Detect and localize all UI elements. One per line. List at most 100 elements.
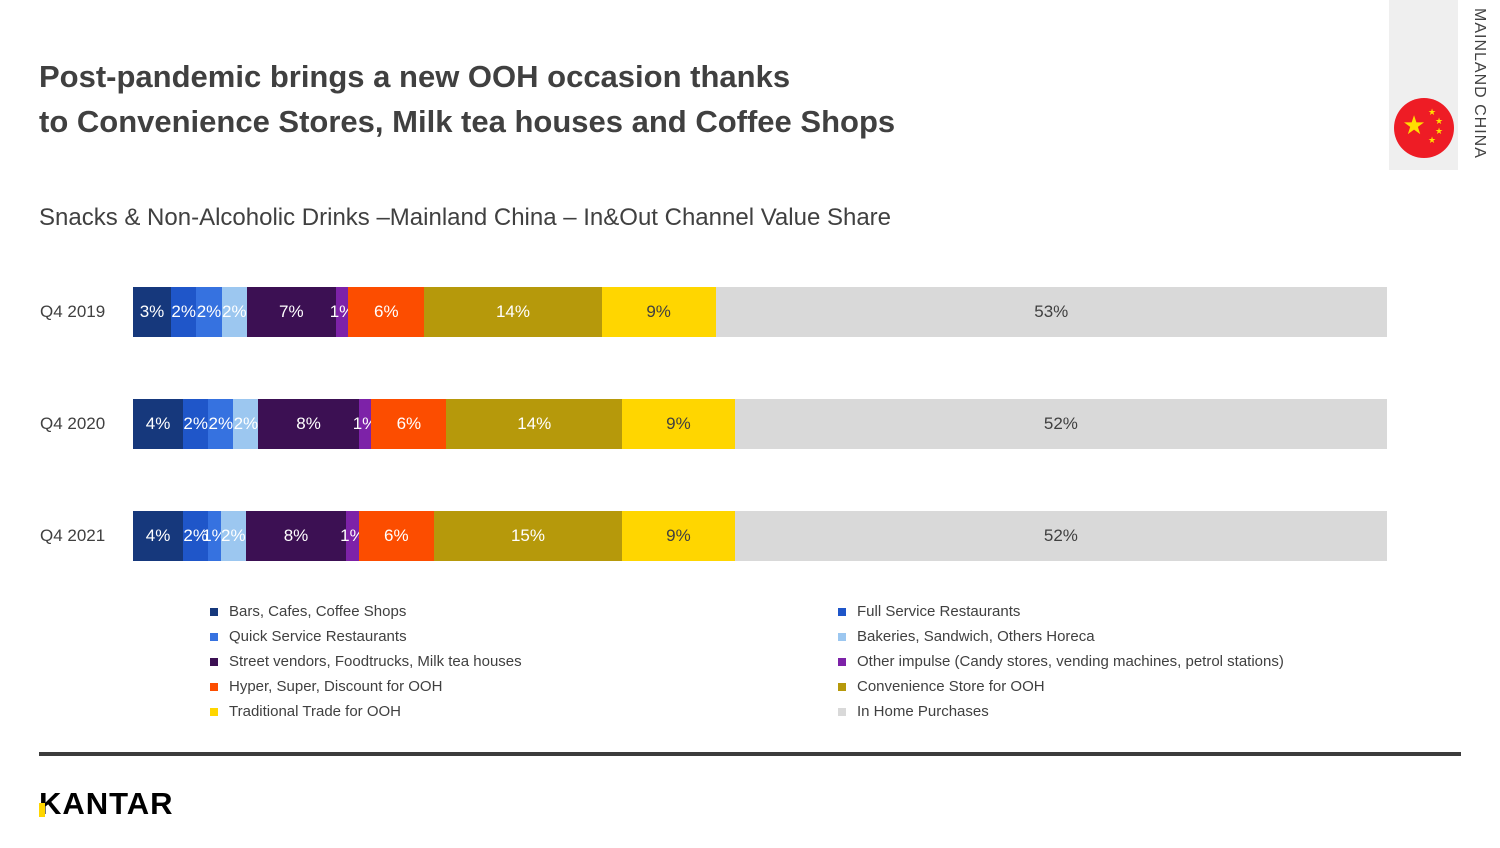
legend-item: Street vendors, Foodtrucks, Milk tea hou… (210, 653, 522, 670)
segment-value-label: 2% (208, 414, 234, 433)
legend-label: Convenience Store for OOH (857, 678, 1045, 695)
legend-swatch-icon (210, 707, 218, 716)
legend-item: Bakeries, Sandwich, Others Horeca (838, 628, 1284, 645)
page-title: Post-pandemic brings a new OOH occasion … (39, 59, 896, 139)
bar-segment: 9% (622, 399, 735, 449)
legend-item: Other impulse (Candy stores, vending mac… (838, 653, 1284, 670)
legend-swatch-icon (210, 682, 218, 691)
segment-value-label: 9% (646, 302, 671, 321)
legend-item: Quick Service Restaurants (210, 628, 522, 645)
segment-value-label: 8% (296, 414, 321, 433)
legend-item: Hyper, Super, Discount for OOH (210, 678, 522, 695)
segment-value-label: 6% (396, 414, 422, 433)
region-label: MAINLAND CHINA (1471, 8, 1488, 159)
segment-value-label: 2% (171, 302, 196, 321)
segment-value-label: 6% (384, 526, 409, 545)
bar-segment: 6% (348, 287, 425, 337)
legend-item: Convenience Store for OOH (838, 678, 1284, 695)
bar-segment: 2% (221, 287, 247, 337)
svg-text:★: ★ (1428, 107, 1436, 117)
segment-value-label: 52% (1043, 414, 1078, 433)
chart-legend-right: Full Service Restaurants Bakeries, Sandwi… (838, 603, 1284, 728)
legend-label: Bakeries, Sandwich, Others Horeca (857, 628, 1095, 645)
bar-segment: 1% (340, 511, 365, 561)
chart-legend-left: Bars, Cafes, Coffee Shops Quick Service R… (210, 603, 522, 728)
stacked-bar: 4% 2% 2% 2% 8% 1% 6% 14% 9% 52% (133, 399, 1387, 449)
bar-segment: 6% (371, 399, 447, 449)
svg-text:★: ★ (1428, 135, 1436, 145)
segment-value-label: 4% (145, 526, 171, 545)
legend-item: Bars, Cafes, Coffee Shops (210, 603, 522, 620)
row-label: Q4 2020 (40, 414, 106, 433)
bar-segment: 8% (245, 511, 347, 561)
stacked-bar: 4% 2% 1% 2% 8% 1% 6% 15% 9% 52% (133, 511, 1387, 561)
svg-text:★: ★ (1435, 126, 1443, 136)
bar-segment: 2% (183, 511, 209, 561)
bar-segment: 1% (353, 399, 377, 449)
legend-label: Street vendors, Foodtrucks, Milk tea hou… (229, 653, 522, 670)
legend-swatch-icon (838, 682, 846, 691)
svg-text:★: ★ (1435, 116, 1443, 126)
segment-value-label: 2% (233, 414, 259, 433)
bar-segment: 52% (734, 399, 1387, 449)
bar-segment: 15% (433, 511, 623, 561)
segment-value-label: 4% (145, 414, 171, 433)
bar-segment: 52% (734, 511, 1387, 561)
bar-segment: 4% (133, 399, 184, 449)
segment-value-label: 1% (340, 526, 365, 545)
legend-swatch-icon (838, 707, 846, 716)
legend-item: Full Service Restaurants (838, 603, 1284, 620)
legend-item: Traditional Trade for OOH (210, 703, 522, 720)
legend-swatch-icon (210, 607, 218, 616)
chart-row: Q4 2019 3% 2% 2% 2% 7% 1% 6% 14% 9% 53% (40, 287, 1387, 337)
segment-value-label: 2% (183, 526, 208, 545)
bar-segment: 9% (601, 287, 716, 337)
segment-value-label: 2% (196, 302, 222, 321)
segment-value-label: 6% (374, 302, 399, 321)
bar-segment: 4% (133, 511, 184, 561)
bar-segment: 1% (330, 287, 354, 337)
legend-label: Bars, Cafes, Coffee Shops (229, 603, 407, 620)
chart-row: Q4 2021 4% 2% 1% 2% 8% 1% 6% 15% 9% 52% (40, 511, 1387, 561)
bar-segment: 2% (208, 399, 234, 449)
bar-segment: 3% (133, 287, 171, 337)
bar-segment: 1% (202, 511, 227, 561)
flag-panel: ★ ★ ★ ★ ★ (1389, 0, 1458, 170)
legend-label: Hyper, Super, Discount for OOH (229, 678, 443, 695)
bar-segment: 14% (424, 287, 602, 337)
segment-value-label: 14% (517, 414, 552, 433)
row-label: Q4 2019 (40, 302, 106, 321)
bar-segment: 6% (358, 511, 434, 561)
kantar-logo: KANTAR (39, 786, 174, 821)
segment-value-label: 1% (329, 302, 355, 321)
legend-swatch-icon (210, 632, 218, 641)
svg-text:★: ★ (1402, 110, 1425, 140)
legend-swatch-icon (838, 607, 846, 616)
legend-label: Traditional Trade for OOH (229, 703, 402, 720)
bar-segment: 2% (171, 287, 197, 337)
segment-value-label: 3% (139, 302, 165, 321)
stacked-bar-chart: Q4 2019 3% 2% 2% 2% 7% 1% 6% 14% 9% 53% Q4 2020 4% 2%… (40, 287, 1387, 623)
stacked-bar: 3% 2% 2% 2% 7% 1% 6% 14% 9% 53% (133, 287, 1387, 337)
footer-divider (39, 752, 1461, 756)
legend-item: In Home Purchases (838, 703, 1284, 720)
segment-value-label: 1% (202, 526, 227, 545)
legend-label: Quick Service Restaurants (229, 628, 407, 645)
segment-value-label: 7% (279, 302, 304, 321)
segment-value-label: 15% (510, 526, 545, 545)
bar-segment: 53% (715, 287, 1387, 337)
legend-swatch-icon (210, 657, 218, 666)
legend-swatch-icon (838, 657, 846, 666)
segment-value-label: 2% (221, 526, 246, 545)
legend-label: Other impulse (Candy stores, vending mac… (857, 653, 1284, 670)
chart-subtitle: Snacks & Non-Alcoholic Drinks –Mainland … (39, 204, 892, 231)
legend-swatch-icon (838, 632, 846, 641)
bar-segment: 2% (183, 399, 209, 449)
segment-value-label: 52% (1043, 526, 1078, 545)
segment-value-label: 14% (495, 302, 530, 321)
bar-segment: 9% (622, 511, 735, 561)
china-flag-icon: ★ ★ ★ ★ ★ (1394, 98, 1454, 158)
row-label: Q4 2021 (40, 526, 106, 545)
segment-value-label: 53% (1034, 302, 1069, 321)
bar-segment: 8% (258, 399, 359, 449)
